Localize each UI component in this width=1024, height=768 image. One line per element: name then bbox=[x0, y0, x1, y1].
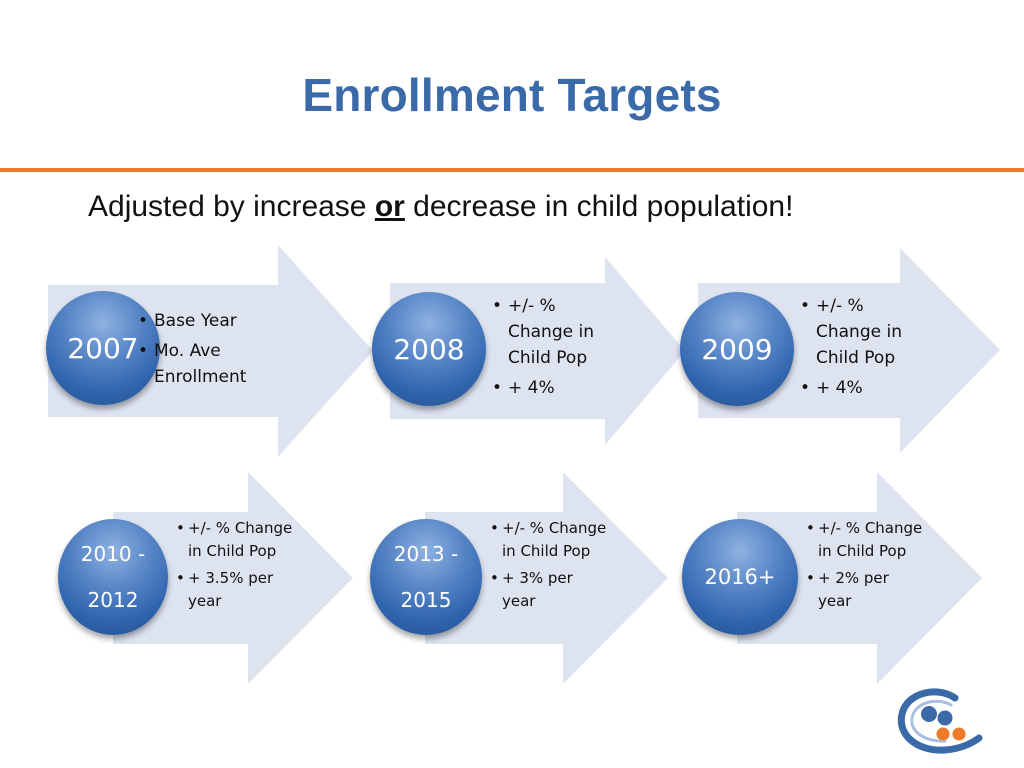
bullet-item: + 4% bbox=[492, 375, 612, 401]
card-2008: 2008 +/- % Change in Child Pop + 4% bbox=[370, 257, 685, 445]
card-2013-2015: 2013 - 2015 +/- % Change in Child Pop + … bbox=[370, 472, 668, 684]
period-label-line2: 2012 bbox=[87, 588, 139, 612]
period-circle: 2016+ bbox=[682, 519, 798, 635]
period-label: 2007 bbox=[67, 331, 139, 365]
period-label: 2008 bbox=[393, 332, 465, 366]
period-circle: 2009 bbox=[680, 292, 794, 406]
bullet-list: +/- % Change in Child Pop + 2% per year bbox=[806, 517, 924, 617]
bullet-list: +/- % Change in Child Pop + 4% bbox=[800, 293, 920, 405]
slide-subtitle: Adjusted by increase or decrease in chil… bbox=[88, 190, 793, 224]
period-label: 2010 - 2012 bbox=[81, 531, 145, 623]
card-2009: 2009 +/- % Change in Child Pop + 4% bbox=[678, 248, 1000, 453]
bullet-list: +/- % Change in Child Pop + 4% bbox=[492, 293, 612, 405]
card-2007: 2007 Base Year Mo. Ave Enrollment bbox=[28, 245, 373, 457]
bullet-item: +/- % Change in Child Pop bbox=[492, 293, 612, 371]
bullet-item: +/- % Change in Child Pop bbox=[800, 293, 920, 371]
bullet-item: +/- % Change in Child Pop bbox=[490, 517, 608, 563]
bullet-item: + 4% bbox=[800, 375, 920, 401]
period-label: 2013 - 2015 bbox=[394, 531, 458, 623]
card-2010-2012: 2010 - 2012 +/- % Change in Child Pop + … bbox=[58, 472, 353, 684]
period-circle: 2008 bbox=[372, 292, 486, 406]
organization-logo bbox=[893, 688, 985, 764]
bullet-list: Base Year Mo. Ave Enrollment bbox=[138, 308, 278, 394]
period-label: 2016+ bbox=[704, 565, 776, 589]
organization-logo-icon bbox=[897, 688, 983, 754]
slide-title: Enrollment Targets bbox=[302, 69, 722, 121]
bullet-item: + 3.5% per year bbox=[176, 567, 294, 613]
period-label: 2009 bbox=[701, 332, 773, 366]
period-label-line1: 2010 - bbox=[80, 542, 146, 566]
period-label-line2: 2015 bbox=[400, 588, 452, 612]
card-2016-plus: 2016+ +/- % Change in Child Pop + 2% per… bbox=[682, 472, 982, 684]
bullet-item: +/- % Change in Child Pop bbox=[176, 517, 294, 563]
subtitle-emphasis: or bbox=[374, 190, 405, 223]
subtitle-suffix: decrease in child population! bbox=[404, 190, 794, 223]
bullet-list: +/- % Change in Child Pop + 3% per year bbox=[490, 517, 608, 617]
bullet-item: + 2% per year bbox=[806, 567, 924, 613]
period-label-line1: 2013 - bbox=[393, 542, 459, 566]
period-circle: 2010 - 2012 bbox=[58, 519, 168, 635]
title-divider bbox=[0, 168, 1024, 172]
bullet-item: Base Year bbox=[138, 308, 278, 334]
bullet-item: +/- % Change in Child Pop bbox=[806, 517, 924, 563]
bullet-item: Mo. Ave Enrollment bbox=[138, 338, 278, 390]
period-circle: 2013 - 2015 bbox=[370, 519, 482, 635]
bullet-list: +/- % Change in Child Pop + 3.5% per yea… bbox=[176, 517, 294, 617]
subtitle-prefix: Adjusted by increase bbox=[88, 190, 375, 223]
bullet-item: + 3% per year bbox=[490, 567, 608, 613]
